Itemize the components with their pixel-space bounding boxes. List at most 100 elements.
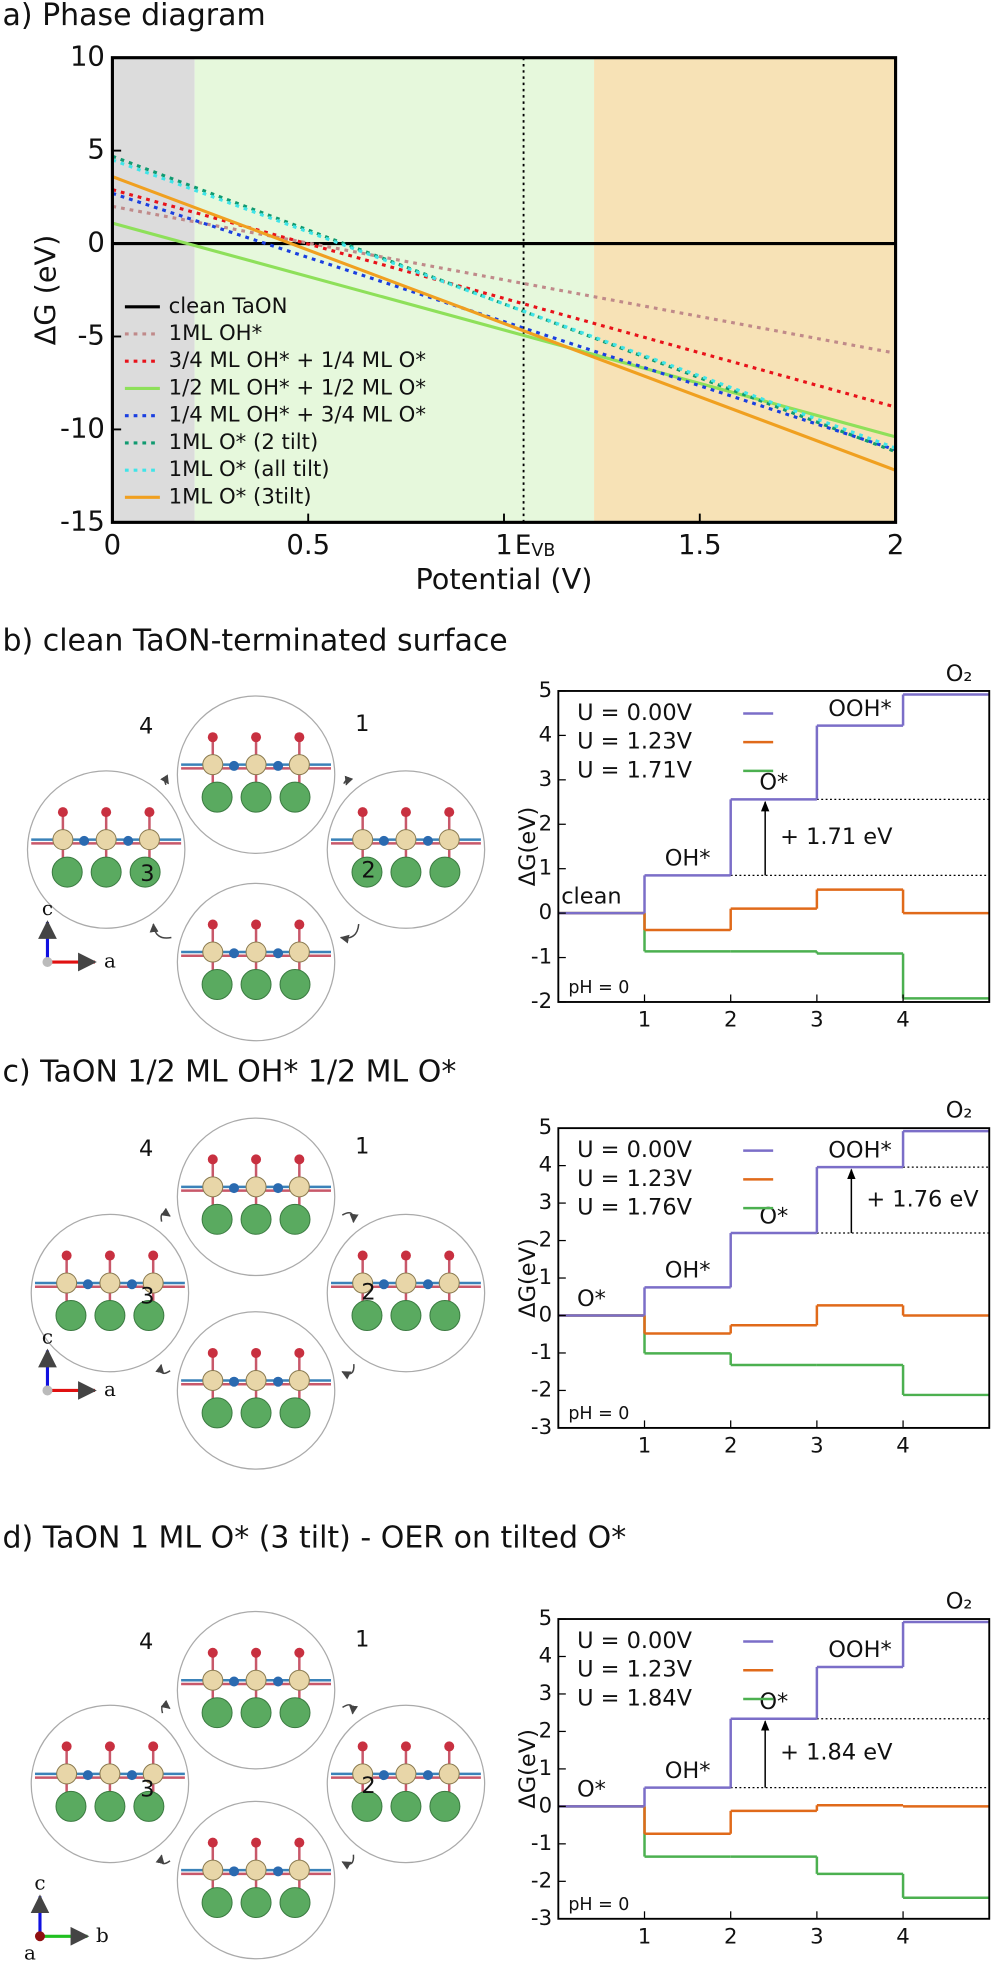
step-number: 3 xyxy=(140,861,154,887)
legend-label: U = 1.23V xyxy=(577,1166,693,1192)
step-arrow xyxy=(341,1212,359,1224)
y-tick-label: 1 xyxy=(539,856,553,881)
atom xyxy=(201,1203,233,1235)
y-tick-label: -5 xyxy=(78,320,105,351)
step-label: OH* xyxy=(665,1258,711,1284)
legend-label: U = 1.76V xyxy=(577,1195,693,1221)
atom xyxy=(61,1250,72,1261)
legend-label: U = 1.23V xyxy=(577,729,693,755)
y-axis-title: ΔG(eV) xyxy=(515,1729,541,1809)
y-axis-title: ΔG(eV) xyxy=(515,1238,541,1318)
legend-label: U = 0.00V xyxy=(577,1137,693,1163)
atom xyxy=(229,1676,240,1687)
atom xyxy=(201,1397,233,1429)
y-tick-label: 5 xyxy=(87,135,104,166)
atom xyxy=(229,1866,240,1877)
y-tick-label: 5 xyxy=(539,1115,553,1140)
step-label: O₂ xyxy=(946,1098,973,1124)
atom xyxy=(126,1770,137,1781)
atom xyxy=(201,1887,233,1919)
atom xyxy=(55,1790,87,1822)
step-arrow xyxy=(149,923,172,939)
step-label: O₂ xyxy=(946,1589,973,1615)
y-tick-label: 2 xyxy=(539,811,553,836)
y-tick-label: 0 xyxy=(539,1793,553,1818)
atom xyxy=(240,781,272,813)
y-tick-label: -3 xyxy=(531,1906,552,1931)
step-arrow xyxy=(160,774,169,786)
step-number: 1 xyxy=(355,1627,369,1653)
note: pH = 0 xyxy=(568,978,629,998)
atom xyxy=(390,1300,422,1331)
atom xyxy=(133,1300,165,1331)
atom xyxy=(82,1770,93,1781)
legend-label: U = 1.23V xyxy=(577,1657,693,1683)
atom xyxy=(390,856,422,888)
atom xyxy=(61,1741,72,1752)
panel-title: a) Phase diagram xyxy=(2,0,265,33)
y-tick-label: -2 xyxy=(531,1868,552,1893)
atom xyxy=(207,732,218,743)
atom xyxy=(52,829,74,851)
y-tick-label: -2 xyxy=(531,1377,552,1402)
axis-name: b xyxy=(96,1923,109,1947)
atom xyxy=(438,829,460,851)
atom xyxy=(51,856,83,888)
atom xyxy=(422,835,433,846)
step-number: 1 xyxy=(355,1133,369,1159)
legend-label: 1ML O* (3tilt) xyxy=(169,484,312,509)
atom xyxy=(429,1300,461,1331)
atom xyxy=(400,1741,411,1752)
atom xyxy=(251,1837,262,1848)
x-tick-label: 3 xyxy=(810,1925,824,1950)
atom xyxy=(245,941,267,963)
step-number: 2 xyxy=(361,1773,375,1799)
series-line xyxy=(111,191,897,452)
atom xyxy=(438,1272,460,1294)
atom xyxy=(55,1300,87,1331)
y-tick-label: 0 xyxy=(539,900,553,925)
y-tick-label: -1 xyxy=(531,1831,552,1856)
atom xyxy=(202,1369,224,1391)
series-line xyxy=(111,175,897,472)
atom xyxy=(378,1279,389,1290)
atom xyxy=(279,969,311,1000)
step-arrow xyxy=(342,1704,358,1715)
atom xyxy=(207,1837,218,1848)
atom xyxy=(438,1763,460,1785)
x-tick-label: 2 xyxy=(724,1434,738,1459)
step-arrow xyxy=(155,1363,171,1375)
x-tick-label: 1.5 xyxy=(678,530,722,561)
x-tick-label: 1 xyxy=(638,1434,652,1459)
step-label: clean xyxy=(561,883,621,909)
atom xyxy=(138,829,160,851)
atom xyxy=(129,856,161,888)
atom xyxy=(56,1763,78,1785)
legend-label: 1/2 ML OH* + 1/2 ML O* xyxy=(169,375,426,400)
step-number: 4 xyxy=(139,1136,153,1162)
atom xyxy=(294,1154,305,1165)
region xyxy=(594,57,896,523)
x-axis-title: Potential (V) xyxy=(415,562,592,596)
x-tick-label: 2 xyxy=(724,1925,738,1950)
atom xyxy=(202,1669,224,1691)
y-tick-label: -2 xyxy=(531,989,552,1014)
step-label: OOH* xyxy=(828,1137,892,1163)
atom xyxy=(251,1347,262,1358)
step-number: 3 xyxy=(140,1777,154,1803)
atom xyxy=(395,1763,417,1785)
atom xyxy=(142,1272,164,1294)
x-tick-label: 3 xyxy=(810,1434,824,1459)
atom xyxy=(429,856,461,888)
atom xyxy=(202,1176,224,1198)
atom xyxy=(207,1347,218,1358)
annotation: + 1.84 eV xyxy=(780,1740,893,1766)
y-tick-label: 4 xyxy=(539,722,553,747)
step-label: OH* xyxy=(665,1758,711,1784)
y-axis-title: ΔG (eV) xyxy=(28,235,62,346)
atom xyxy=(201,969,233,1000)
atom xyxy=(279,1697,311,1729)
step-number: 4 xyxy=(139,714,153,740)
atom xyxy=(202,1859,224,1881)
atom xyxy=(279,1887,311,1919)
